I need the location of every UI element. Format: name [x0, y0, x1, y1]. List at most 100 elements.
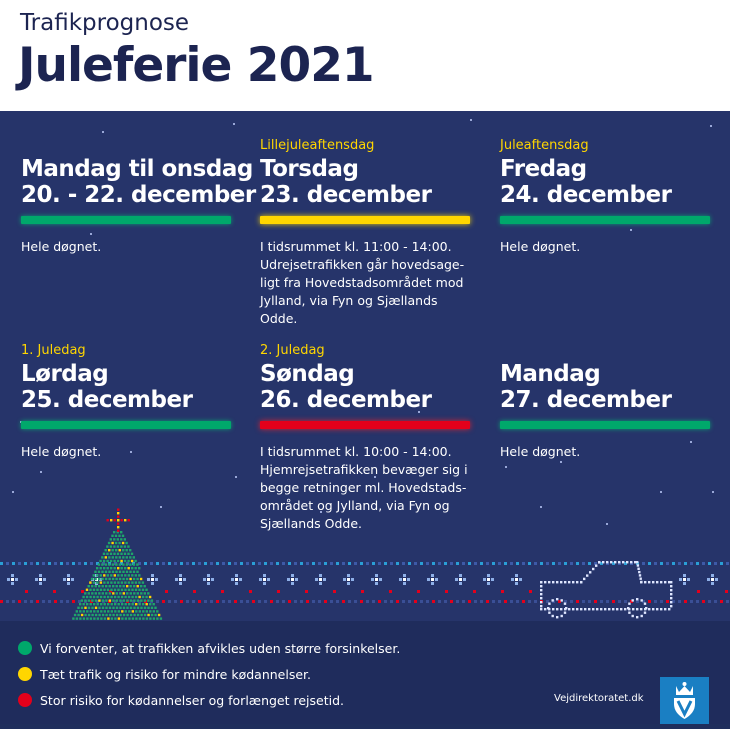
- tree-pixel: [94, 577, 97, 581]
- day-card-4: 1. Juledag Lørdag 25. december Hele døgn…: [21, 343, 233, 461]
- tree-pixel: [109, 538, 112, 541]
- tree-pixel: [123, 538, 126, 541]
- snowflake-dot: [431, 582, 434, 585]
- tree-pixel: [138, 595, 141, 599]
- snowflake-dot: [235, 582, 238, 585]
- border-dot: [66, 562, 69, 565]
- tree-pixel: [96, 603, 99, 606]
- car-pixel: [592, 608, 595, 611]
- car-pixel: [630, 561, 633, 564]
- tree-pixel: [140, 606, 143, 609]
- border-dot: [402, 600, 405, 603]
- border-dot: [282, 600, 285, 603]
- snowflake-dot: [235, 574, 238, 577]
- tree-pixel: [127, 588, 131, 591]
- tree-pixel: [86, 617, 89, 620]
- border-dot: [426, 562, 429, 565]
- border-dot: [180, 600, 183, 603]
- tree-pixel: [115, 549, 118, 552]
- tree-pixel: [124, 595, 127, 599]
- desc-line: Hele døgnet.: [500, 444, 581, 459]
- border-dot: [240, 600, 243, 603]
- pattern-dot: [445, 590, 448, 593]
- tree-pixel: [91, 606, 94, 609]
- status-bar: [21, 421, 231, 429]
- border-dot: [162, 562, 165, 565]
- green-dot-icon: [18, 641, 32, 655]
- border-dot: [696, 562, 699, 565]
- snowflake-dot: [179, 578, 182, 581]
- car-pixel: [652, 608, 655, 611]
- snowflake-dot: [491, 578, 494, 581]
- snowflake-dot: [71, 578, 74, 581]
- snowflake-dot: [431, 578, 434, 581]
- snowflake-dot: [15, 578, 18, 581]
- star: [320, 511, 322, 513]
- crown-shield-icon: [660, 677, 709, 724]
- day-description: Hele døgnet.: [21, 443, 233, 461]
- tree-pixel: [110, 574, 113, 577]
- tree-pixel: [79, 617, 82, 620]
- tree-pixel: [138, 567, 141, 570]
- tree-pixel: [145, 588, 148, 591]
- border-dot: [414, 562, 417, 565]
- border-dot: [114, 600, 117, 603]
- snowflake-dot: [67, 582, 70, 585]
- day-card-2: Lillejuleaftensdag Torsdag 23. december …: [260, 138, 472, 328]
- car-pixel: [618, 561, 621, 564]
- day-name: Torsdag: [260, 156, 359, 182]
- tree-pixel: [84, 592, 87, 595]
- car-pixel: [556, 581, 559, 584]
- tree-pixel: [101, 563, 104, 566]
- snowflake-dot: [235, 578, 238, 581]
- tree-pixel: [136, 563, 139, 566]
- tree-pixel: [103, 574, 106, 577]
- car-pixel: [636, 564, 640, 567]
- border-dot: [396, 562, 399, 565]
- tree-pixel: [97, 577, 101, 581]
- wheel-pixel: [548, 611, 551, 614]
- border-dot: [462, 562, 465, 565]
- tree-pixel: [99, 567, 102, 570]
- border-dot: [498, 562, 501, 565]
- border-dot: [456, 562, 459, 565]
- tree-pixel: [102, 552, 106, 555]
- pattern-dot: [501, 590, 504, 593]
- day-name: Fredag: [500, 156, 587, 182]
- border-dot: [570, 562, 573, 565]
- snowflake-dot: [683, 578, 686, 581]
- star: [12, 491, 14, 493]
- tree-pixel: [113, 559, 116, 563]
- border-dot: [288, 562, 291, 565]
- car-pixel: [568, 608, 571, 611]
- tree-pixel: [80, 613, 84, 617]
- tree-pixel: [149, 617, 152, 620]
- border-dot: [714, 562, 717, 565]
- pattern-dot: [725, 590, 728, 593]
- snowflake-dot: [151, 582, 154, 585]
- tree-pixel: [129, 599, 133, 602]
- border-dot: [174, 600, 177, 603]
- car-pixel: [670, 597, 673, 600]
- snowflake-dot: [519, 578, 522, 581]
- car-pixel: [660, 581, 663, 584]
- border-dot: [606, 600, 609, 603]
- snowflake-dot: [67, 574, 70, 577]
- border-dot: [144, 562, 147, 565]
- border-dot: [576, 562, 579, 565]
- pattern-dot: [473, 590, 476, 593]
- tree-pixel: [84, 613, 87, 617]
- tree-pixel: [100, 610, 103, 613]
- tree-pixel: [120, 545, 123, 548]
- border-dot: [30, 600, 33, 603]
- tree-pixel: [130, 559, 134, 563]
- tree-star-pixel: [127, 519, 130, 522]
- tree-pixel: [156, 610, 159, 613]
- car-pixel: [668, 608, 671, 611]
- website-link[interactable]: Vejdirektoratet.dk: [554, 693, 644, 704]
- car-pixel: [606, 561, 609, 564]
- tree-pixel: [98, 592, 101, 595]
- car-pixel: [640, 608, 643, 611]
- tree-pixel: [141, 595, 145, 599]
- snowflake-dot: [263, 582, 266, 585]
